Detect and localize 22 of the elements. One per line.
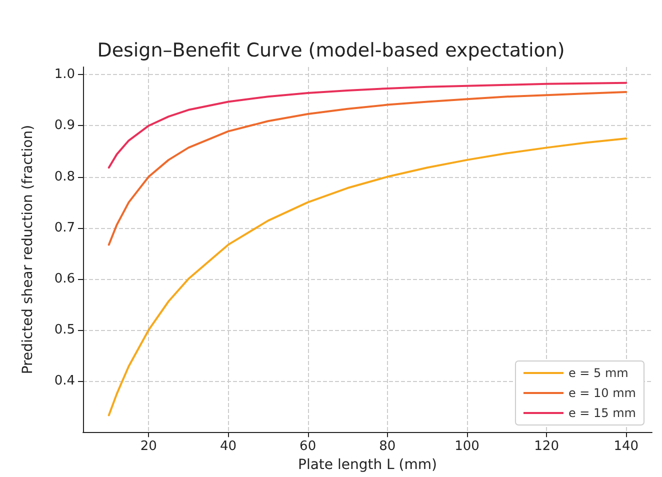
x-tick-label: 120	[534, 439, 559, 454]
y-tick-label: 0.4	[54, 374, 75, 389]
x-tick-label: 60	[300, 439, 316, 454]
y-tick-label: 0.9	[54, 118, 75, 134]
y-tick-label: 0.5	[54, 322, 75, 338]
y-tick-label: 0.7	[54, 220, 75, 236]
legend-label: e = 5 mm	[568, 366, 628, 380]
y-tick-label: 0.8	[54, 169, 75, 184]
x-tick-label: 20	[140, 439, 157, 454]
x-tick-label: 40	[220, 439, 237, 454]
line-series	[108, 91, 628, 246]
x-tick-label: 140	[614, 439, 639, 454]
legend-label: e = 15 mm	[568, 406, 636, 420]
x-tick-label: 80	[379, 439, 396, 454]
y-axis-title: Predicted shear reduction (fraction)	[20, 124, 36, 374]
y-tick-label: 0.6	[54, 271, 75, 286]
x-axis-title: Plate length L (mm)	[298, 457, 437, 473]
line-series	[108, 82, 628, 169]
x-tick-label: 100	[454, 439, 480, 454]
chart-title: Design–Benefit Curve (model-based expectation)	[97, 40, 565, 62]
legend-label: e = 10 mm	[568, 386, 636, 400]
y-tick-label: 1.0	[54, 67, 75, 82]
